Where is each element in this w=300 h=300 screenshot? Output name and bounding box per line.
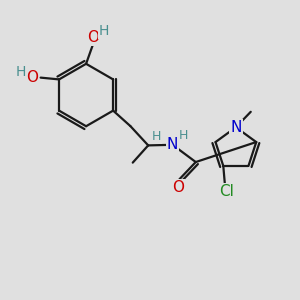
Text: H: H — [99, 23, 109, 38]
Text: Cl: Cl — [219, 184, 234, 199]
Text: H: H — [15, 65, 26, 79]
Text: O: O — [26, 70, 38, 85]
Text: H: H — [179, 129, 189, 142]
Text: N: N — [167, 137, 178, 152]
Text: O: O — [87, 30, 99, 45]
Text: H: H — [152, 130, 161, 143]
Text: O: O — [172, 180, 184, 195]
Text: N: N — [230, 120, 242, 135]
